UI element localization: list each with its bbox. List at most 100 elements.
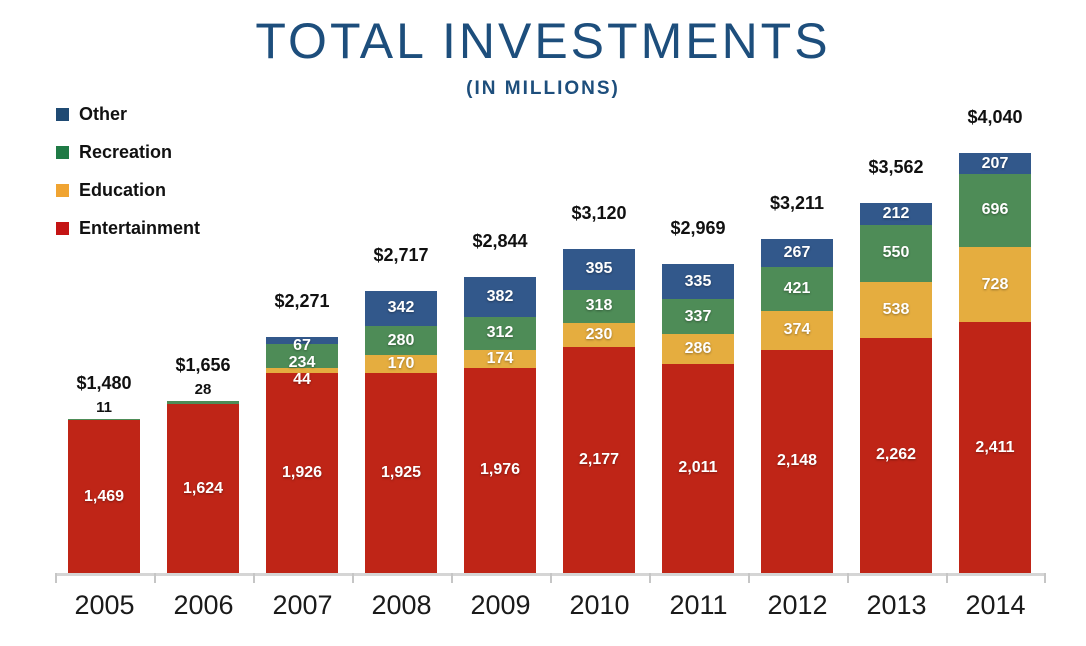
segment-label-entertainment-2005: 1,469	[83, 487, 125, 505]
segment-education-2010	[563, 322, 635, 347]
segment-label-recreation-2008: 280	[387, 331, 415, 349]
segment-entertainment-2012	[761, 349, 833, 573]
bar-2009: 382 312 174 1,976 $2,844	[464, 231, 536, 573]
segment-label-other-2012: 267	[783, 244, 811, 262]
axis-tick	[550, 573, 552, 583]
bar-2006: 28 1,624 $1,656	[167, 355, 239, 573]
axis-tick	[946, 573, 948, 583]
bar-2010: 395 318 230 2,177 $3,120	[563, 203, 635, 573]
bar-2008: 342 280 170 1,925 $2,717	[365, 245, 437, 573]
segment-label-recreation-2007: 234	[288, 353, 316, 371]
legend-item-other: Other	[56, 103, 200, 126]
legend-item-education: Education	[56, 179, 200, 202]
x-axis-label-2006: 2006	[173, 590, 234, 620]
segment-label-entertainment-2011: 2,011	[678, 459, 718, 477]
segment-label-other-2011: 335	[684, 272, 712, 290]
plot-area: 11 1,469 $1,480 28 1,624 $1,656 67 234 44 1,926 $2…	[55, 100, 1045, 573]
x-axis-line	[55, 573, 1046, 583]
axis-tick	[649, 573, 651, 583]
segment-label-recreation-2005: 11	[96, 399, 112, 417]
segment-entertainment-2006	[167, 404, 239, 573]
segment-label-entertainment-2012: 2,148	[776, 452, 818, 470]
bar-group-2007: 67 234 44 1,926 $2,271	[253, 100, 352, 573]
total-label-2007: $2,271	[274, 290, 330, 311]
total-label-2012: $3,211	[769, 193, 825, 214]
segment-other-2009	[464, 277, 536, 318]
segment-label-education-2009: 174	[486, 349, 514, 367]
segment-education-2007	[266, 368, 338, 373]
bar-group-2010: 395 318 230 2,177 $3,120	[550, 100, 649, 573]
segment-label-entertainment-2009: 1,976	[479, 461, 521, 479]
segment-label-education-2010: 230	[585, 325, 613, 343]
segment-label-recreation-2014: 696	[981, 201, 1009, 219]
segment-label-recreation-2012: 421	[783, 279, 811, 297]
chart-title: TOTAL INVESTMENTS	[255, 13, 831, 69]
legend-item-recreation: Recreation	[56, 141, 200, 164]
legend-swatch-entertainment	[56, 222, 69, 235]
segment-recreation-2014	[959, 174, 1031, 247]
legend-item-entertainment: Entertainment	[56, 217, 200, 240]
segment-entertainment-2007	[266, 372, 338, 573]
legend-swatch-recreation	[56, 146, 69, 159]
segment-education-2009	[464, 349, 536, 368]
legend-label: Education	[79, 180, 167, 200]
segment-recreation-2011	[662, 299, 734, 335]
segment-recreation-2007	[266, 343, 338, 369]
axis-tick	[352, 573, 354, 583]
legend-swatch-education	[56, 184, 69, 197]
segment-entertainment-2013	[860, 337, 932, 573]
bar-2011: 335 337 286 2,011 $2,969	[662, 218, 734, 573]
bar-group-2008: 342 280 170 1,925 $2,717	[352, 100, 451, 573]
legend: Other Recreation Education Entertainment	[56, 103, 200, 255]
axis-tick	[451, 573, 453, 583]
segment-label-other-2013: 212	[882, 204, 910, 222]
total-label-2011: $2,969	[670, 218, 726, 239]
chart-subtitle: (IN MILLIONS)	[466, 78, 620, 99]
segment-label-education-2012: 374	[783, 321, 811, 339]
x-axis-label-2005: 2005	[74, 590, 135, 620]
x-axis-label-2011: 2011	[669, 590, 728, 620]
segment-entertainment-2011	[662, 363, 734, 573]
segment-recreation-2010	[563, 289, 635, 323]
bar-group-2013: 212 550 538 2,262 $3,562	[847, 100, 946, 573]
segment-label-other-2007: 67	[293, 336, 311, 354]
x-axis-label-2014: 2014	[965, 590, 1026, 620]
segment-label-recreation-2011: 337	[684, 307, 712, 325]
total-label-2013: $3,562	[868, 156, 924, 177]
segment-other-2008	[365, 290, 437, 327]
segment-education-2013	[860, 281, 932, 338]
total-label-2006: $1,656	[175, 355, 231, 376]
legend-label: Other	[79, 104, 128, 124]
segment-label-education-2008: 170	[387, 355, 415, 373]
segment-entertainment-2014	[959, 322, 1031, 573]
segment-label-entertainment-2006: 1,624	[182, 479, 224, 497]
segment-label-other-2009: 382	[486, 288, 514, 306]
segment-label-recreation-2013: 550	[882, 244, 910, 262]
bar-group-2009: 382 312 174 1,976 $2,844	[451, 100, 550, 573]
segment-education-2011	[662, 334, 734, 364]
segment-education-2012	[761, 310, 833, 350]
legend-swatch-other	[56, 108, 69, 121]
segment-other-2011	[662, 264, 734, 300]
legend-label: Recreation	[79, 142, 173, 162]
segment-recreation-2006	[167, 401, 239, 405]
segment-label-entertainment-2014: 2,411	[975, 438, 1015, 456]
segment-other-2007	[266, 336, 338, 344]
segment-label-education-2011: 286	[684, 340, 712, 358]
total-label-2008: $2,717	[373, 244, 429, 265]
segment-label-entertainment-2007: 1,926	[281, 463, 323, 481]
segment-label-education-2014: 728	[981, 275, 1009, 293]
segment-recreation-2009	[464, 317, 536, 350]
axis-tick	[253, 573, 255, 583]
bar-2012: 267 421 374 2,148 $3,211	[761, 193, 833, 573]
segment-education-2014	[959, 246, 1031, 323]
segment-other-2012	[761, 239, 833, 268]
segment-label-other-2010: 395	[585, 260, 613, 278]
segment-other-2010	[563, 248, 635, 290]
x-axis-labels: 2005 2006 2007 2008 2009 2010 2011 2012 2013 2014	[55, 590, 1045, 624]
segment-label-entertainment-2013: 2,262	[875, 446, 917, 464]
segment-label-recreation-2010: 318	[585, 297, 613, 315]
x-axis-label-2012: 2012	[767, 590, 828, 620]
total-label-2005: $1,480	[76, 373, 132, 394]
